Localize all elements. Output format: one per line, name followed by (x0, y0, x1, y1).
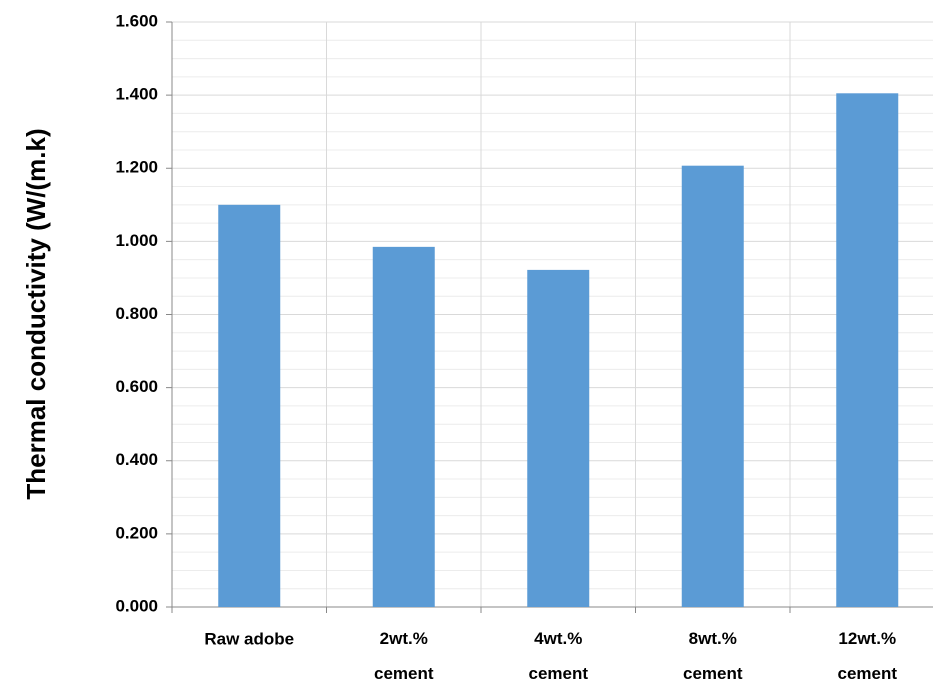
x-tick-label: 8wt.% cement (683, 629, 743, 683)
y-tick-label: 0.800 (115, 304, 158, 323)
y-tick-label: 0.600 (115, 377, 158, 396)
x-tick-label: Raw adobe (204, 629, 294, 648)
y-tick-label: 1.400 (115, 85, 158, 104)
x-tick-label: 2wt.% cement (374, 629, 434, 683)
y-tick-label: 1.200 (115, 158, 158, 177)
y-tick-label: 0.000 (115, 596, 158, 615)
bar (681, 165, 744, 608)
bar (527, 269, 590, 607)
bar (836, 93, 899, 607)
y-axis-label: Thermal conductivity (W/(m.k) (21, 128, 51, 499)
y-tick-label: 1.600 (115, 11, 158, 30)
x-tick-label: 4wt.% cement (528, 629, 588, 683)
x-tick-label: 12wt.% cement (837, 629, 897, 683)
bar (218, 204, 281, 607)
y-tick-label: 1.000 (115, 231, 158, 250)
y-tick-label: 0.400 (115, 450, 158, 469)
y-tick-label: 0.200 (115, 523, 158, 542)
bar (372, 246, 435, 607)
